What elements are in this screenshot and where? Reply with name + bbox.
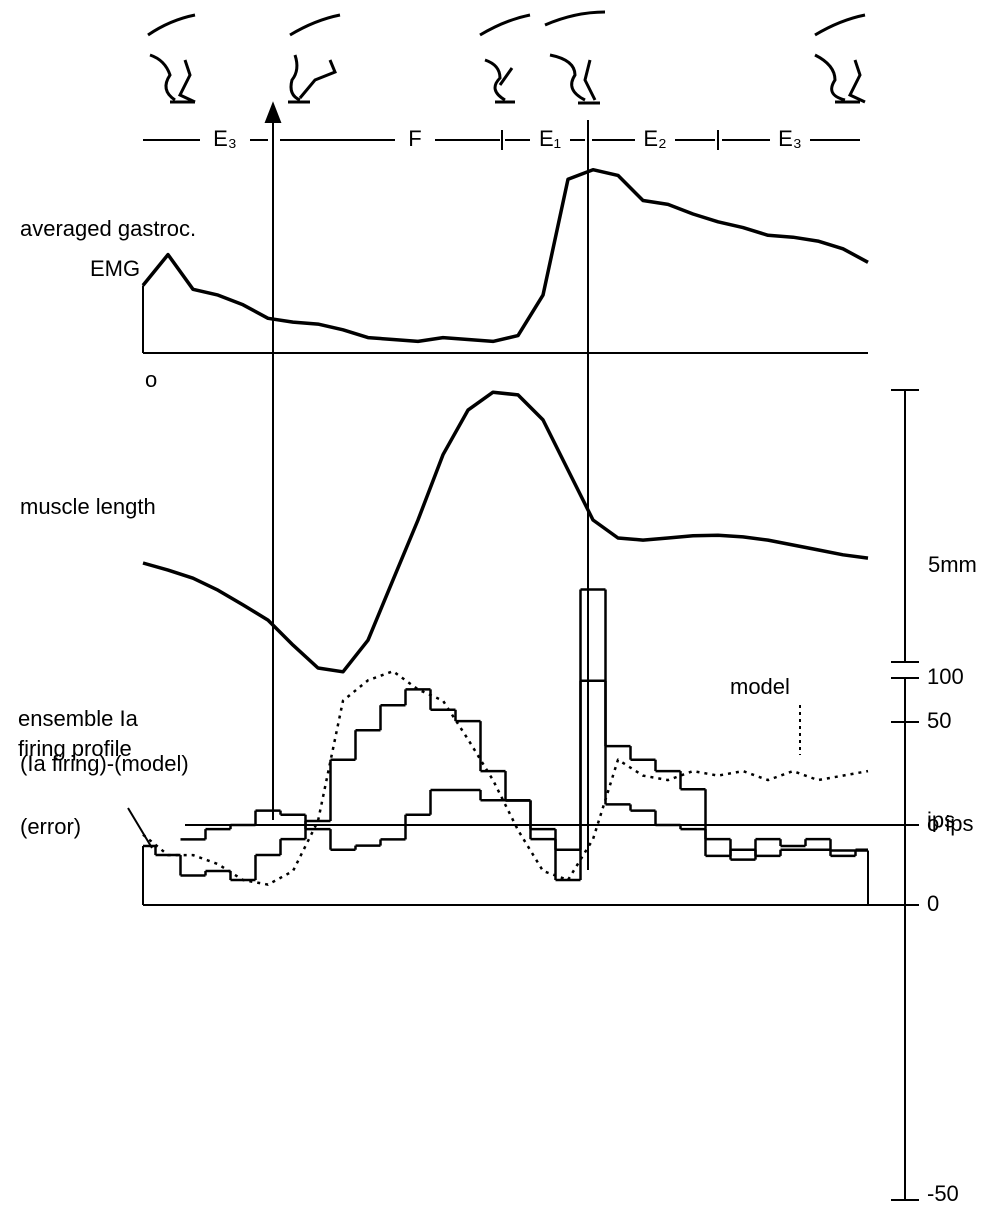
y-tick-label: 0 xyxy=(927,891,939,916)
y-tick-label: 100 xyxy=(927,664,964,689)
event-lines xyxy=(266,104,588,870)
trace xyxy=(143,170,868,342)
label-pointer xyxy=(128,808,152,848)
event-arrow xyxy=(266,104,280,122)
y-tick-label: 50 xyxy=(927,708,951,733)
panel-label: averaged gastroc. xyxy=(20,216,196,241)
panel-label: muscle length xyxy=(20,494,156,519)
phase-label: E₂ xyxy=(643,126,666,151)
leg-icon xyxy=(148,15,195,102)
panel-label: (error) xyxy=(20,814,81,839)
leg-icon xyxy=(815,15,865,102)
series-label: model xyxy=(730,674,790,699)
leg-icons xyxy=(148,12,865,103)
leg-icon xyxy=(288,15,340,102)
y-tick-label: -50 xyxy=(927,1181,959,1206)
leg-icon xyxy=(545,12,605,103)
trace xyxy=(143,392,868,672)
y-tick-label: o xyxy=(145,367,157,392)
panel-label: EMG xyxy=(90,256,140,281)
phase-label: E₃ xyxy=(778,126,802,151)
panel-label: (Ia firing)-(model) xyxy=(20,751,189,776)
phase-arrows xyxy=(143,130,860,150)
phase-label: E₁ xyxy=(539,126,561,151)
phase-label: E₃ xyxy=(213,126,237,151)
leg-icon xyxy=(480,15,530,102)
y-tick-label: o ips xyxy=(927,811,973,836)
scale-label: 5mm xyxy=(928,552,977,577)
figure: E₃ F E₁ E₂ E₃ averaged gastroc. EMG o muscl… xyxy=(0,0,993,1214)
phase-label: F xyxy=(408,126,421,151)
panel-label: ensemble Ia xyxy=(18,706,139,731)
